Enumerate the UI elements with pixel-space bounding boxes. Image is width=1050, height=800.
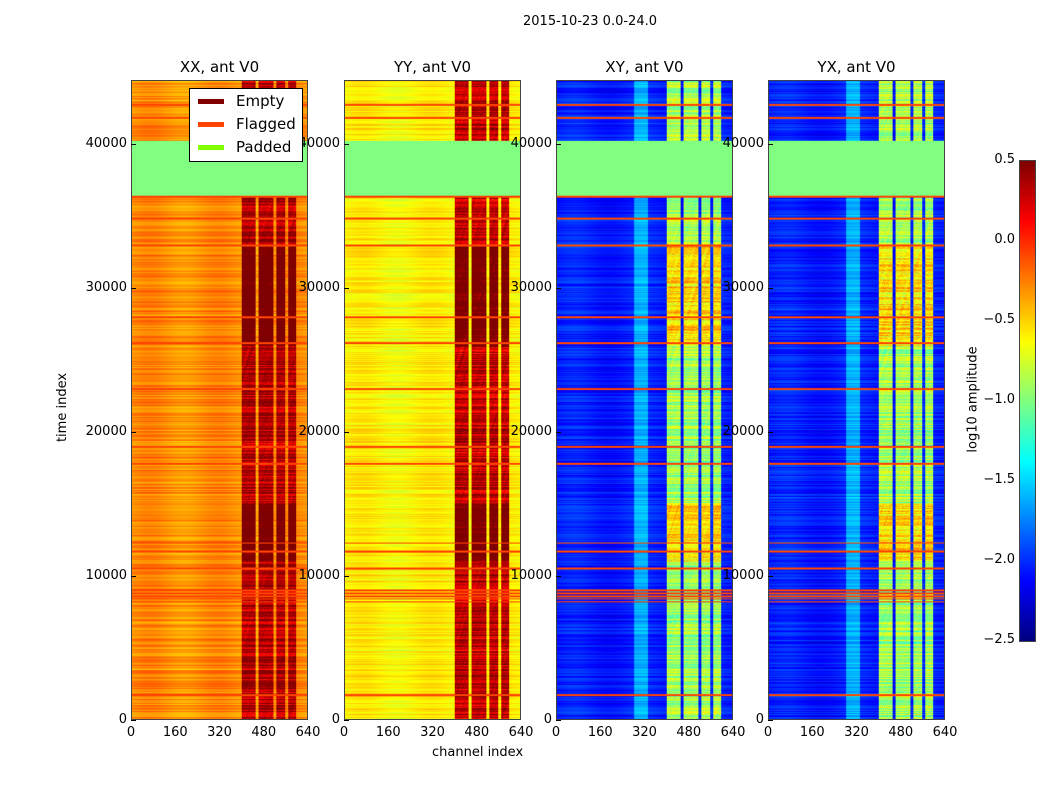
- y-tick-mark: [344, 575, 349, 577]
- y-tick-mark: [344, 143, 349, 145]
- y-tick-label: 0: [331, 712, 340, 727]
- y-tick-label: 40000: [298, 135, 340, 151]
- y-tick-mark: [556, 431, 561, 433]
- colorbar-tick-label: −0.5: [983, 312, 1015, 327]
- panel-title: YX, ant V0: [817, 58, 896, 76]
- legend-item-empty: Empty: [198, 92, 284, 110]
- y-tick-mark: [131, 143, 136, 145]
- x-tick-label: 480: [464, 725, 490, 740]
- colorbar-tick-label: −1.5: [983, 472, 1015, 487]
- y-tick-label: 10000: [510, 567, 552, 583]
- colorbar-tick-label: 0.0: [994, 232, 1015, 247]
- y-tick-mark: [556, 720, 561, 721]
- y-tick-mark: [131, 575, 136, 577]
- x-tick-label: 0: [551, 725, 561, 740]
- y-tick-mark: [556, 143, 561, 145]
- x-tick-label: 640: [295, 725, 321, 740]
- x-tick-label: 640: [508, 725, 534, 740]
- y-axis-label: time index: [55, 372, 71, 443]
- panel-title: XX, ant V0: [179, 58, 260, 76]
- legend-label: Flagged: [236, 115, 296, 133]
- legend-item-flagged: Flagged: [198, 115, 296, 133]
- y-tick-mark: [768, 287, 773, 289]
- y-tick-label: 0: [543, 712, 552, 727]
- heatmap-panel: [556, 80, 733, 720]
- x-tick-label: 320: [844, 725, 869, 740]
- x-tick-label: 160: [375, 725, 401, 740]
- y-tick-label: 40000: [85, 135, 127, 151]
- x-tick-label: 0: [126, 725, 136, 740]
- y-tick-label: 0: [118, 712, 127, 727]
- colorbar-label: log10 amplitude: [965, 346, 981, 453]
- x-tick-label: 480: [676, 725, 702, 740]
- y-tick-label: 10000: [298, 567, 340, 583]
- y-tick-mark: [131, 287, 136, 289]
- y-tick-label: 10000: [722, 567, 764, 583]
- x-tick-label: 480: [888, 725, 914, 740]
- colorbar-tick-label: 0.5: [994, 152, 1015, 167]
- y-tick-label: 10000: [85, 567, 127, 583]
- y-tick-mark: [768, 720, 773, 721]
- x-tick-label: 640: [720, 725, 746, 740]
- y-tick-label: 20000: [85, 423, 127, 439]
- x-tick-label: 160: [799, 725, 825, 740]
- legend-swatch: [198, 98, 224, 104]
- y-tick-mark: [556, 287, 561, 289]
- y-tick-label: 40000: [510, 135, 552, 151]
- heatmap-panel: [131, 80, 308, 720]
- x-tick-label: 320: [632, 725, 657, 740]
- x-axis-label: channel index: [432, 745, 524, 760]
- heatmap-panel: [344, 80, 521, 720]
- legend: Empty Flagged Padded: [189, 88, 303, 162]
- panel-title: XY, ant V0: [605, 58, 684, 76]
- legend-swatch: [198, 121, 224, 127]
- x-tick-label: 320: [207, 725, 232, 740]
- y-tick-mark: [768, 431, 773, 433]
- y-tick-mark: [344, 287, 349, 289]
- y-tick-mark: [344, 431, 349, 433]
- y-tick-mark: [768, 575, 773, 577]
- y-tick-label: 20000: [722, 423, 764, 439]
- legend-label: Padded: [236, 138, 292, 156]
- y-tick-label: 30000: [722, 279, 764, 295]
- figure-title: 2015-10-23 0.0-24.0: [523, 14, 657, 29]
- legend-item-padded: Padded: [198, 138, 291, 156]
- colorbar-tick-label: −2.5: [983, 632, 1015, 647]
- colorbar: [1019, 160, 1036, 642]
- y-tick-mark: [556, 575, 561, 577]
- x-tick-label: 480: [251, 725, 277, 740]
- colorbar-tick-label: −1.0: [983, 392, 1015, 407]
- x-tick-label: 640: [932, 725, 958, 740]
- x-tick-label: 0: [339, 725, 349, 740]
- y-tick-label: 40000: [722, 135, 764, 151]
- y-tick-label: 30000: [298, 279, 340, 295]
- y-tick-label: 0: [755, 712, 764, 727]
- heatmap-panel: [768, 80, 945, 720]
- x-tick-label: 160: [587, 725, 613, 740]
- y-tick-label: 20000: [510, 423, 552, 439]
- y-tick-label: 20000: [298, 423, 340, 439]
- y-tick-label: 30000: [510, 279, 552, 295]
- legend-label: Empty: [236, 92, 285, 110]
- legend-swatch: [198, 144, 224, 150]
- x-tick-label: 320: [420, 725, 445, 740]
- y-tick-mark: [131, 431, 136, 433]
- y-tick-label: 30000: [85, 279, 127, 295]
- y-tick-mark: [344, 720, 349, 721]
- x-tick-label: 0: [763, 725, 773, 740]
- x-tick-label: 160: [162, 725, 188, 740]
- colorbar-tick-label: −2.0: [983, 552, 1015, 567]
- y-tick-mark: [131, 720, 136, 721]
- panel-title: YY, ant V0: [393, 58, 471, 76]
- y-tick-mark: [768, 143, 773, 145]
